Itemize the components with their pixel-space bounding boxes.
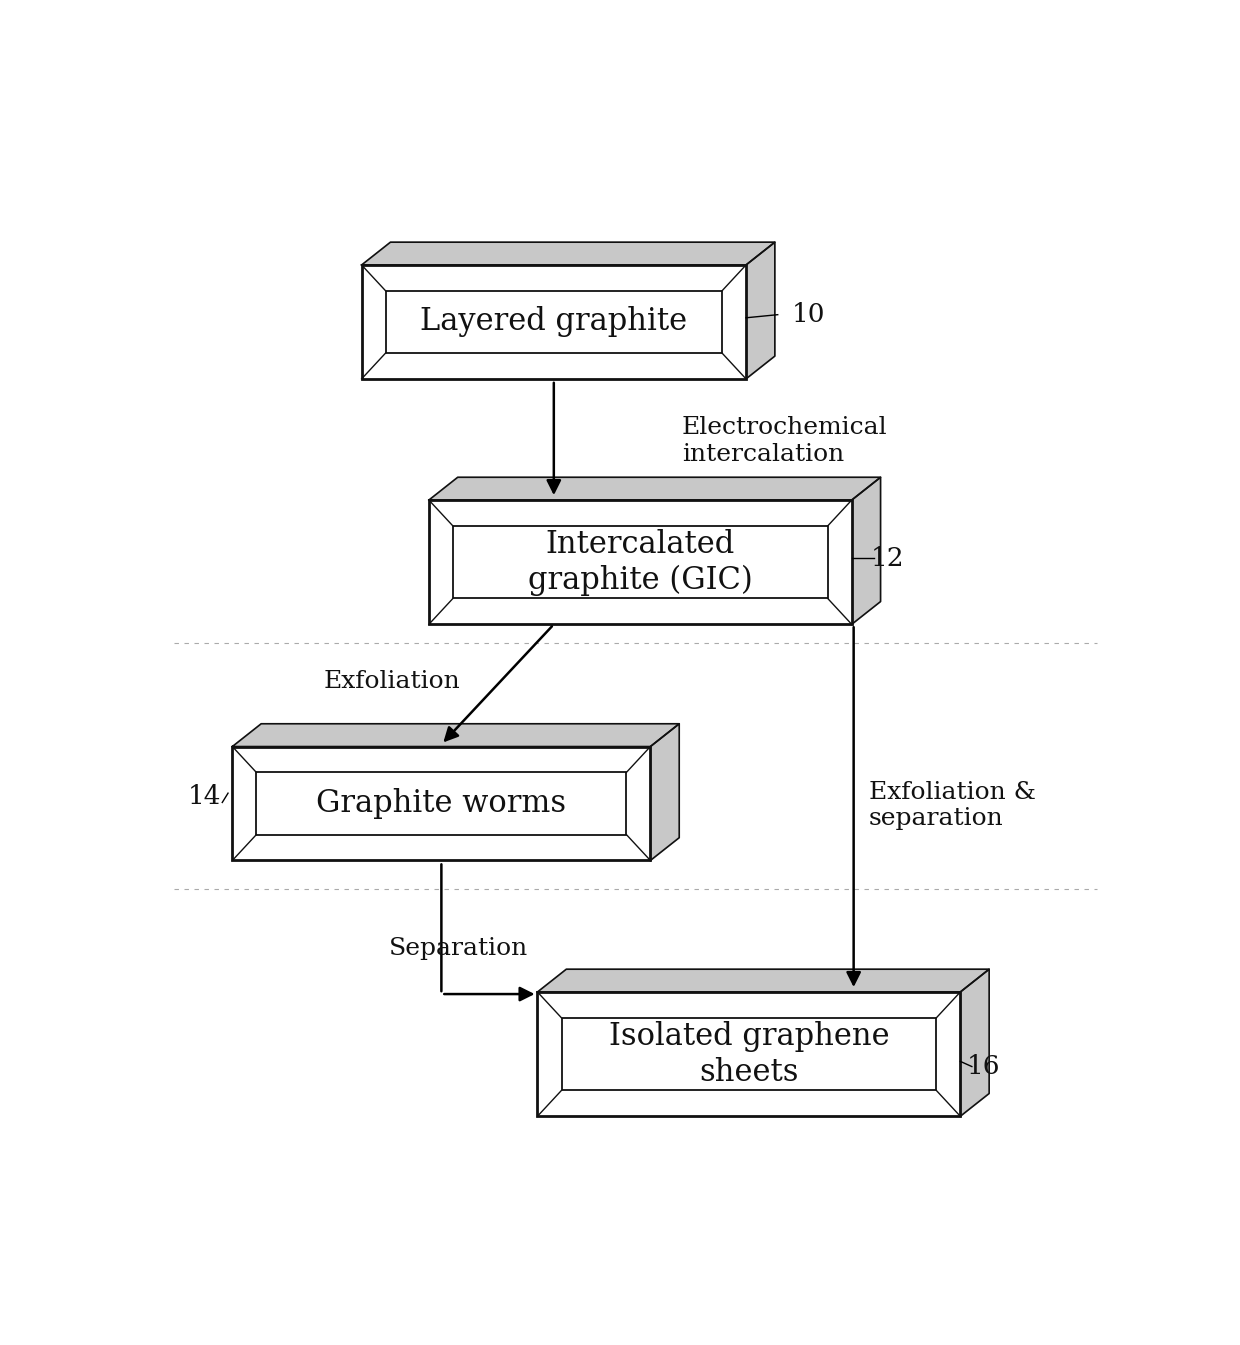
Polygon shape <box>651 724 680 861</box>
Text: Exfoliation: Exfoliation <box>324 670 460 693</box>
Text: Isolated graphene
sheets: Isolated graphene sheets <box>609 1021 889 1088</box>
Polygon shape <box>429 477 880 500</box>
Bar <box>429 500 852 624</box>
Bar <box>453 526 828 599</box>
Polygon shape <box>852 477 880 624</box>
Text: Layered graphite: Layered graphite <box>420 307 687 338</box>
Text: 12: 12 <box>870 546 904 570</box>
Polygon shape <box>362 242 775 265</box>
Bar <box>232 746 651 861</box>
Text: 14: 14 <box>188 784 222 808</box>
Bar <box>257 772 626 834</box>
Text: Graphite worms: Graphite worms <box>316 788 567 819</box>
Text: 10: 10 <box>791 303 826 327</box>
Bar <box>386 291 722 352</box>
Polygon shape <box>746 242 775 379</box>
Text: Intercalated
graphite (GIC): Intercalated graphite (GIC) <box>528 529 753 596</box>
Bar <box>562 1018 936 1091</box>
Text: Separation: Separation <box>388 937 528 960</box>
Bar <box>362 265 746 379</box>
Bar <box>537 993 960 1116</box>
Text: 16: 16 <box>967 1054 1001 1079</box>
Text: Electrochemical
intercalation: Electrochemical intercalation <box>682 416 888 465</box>
Polygon shape <box>232 724 680 746</box>
Text: Exfoliation &
separation: Exfoliation & separation <box>869 781 1035 830</box>
Polygon shape <box>537 970 990 993</box>
Polygon shape <box>960 970 990 1116</box>
